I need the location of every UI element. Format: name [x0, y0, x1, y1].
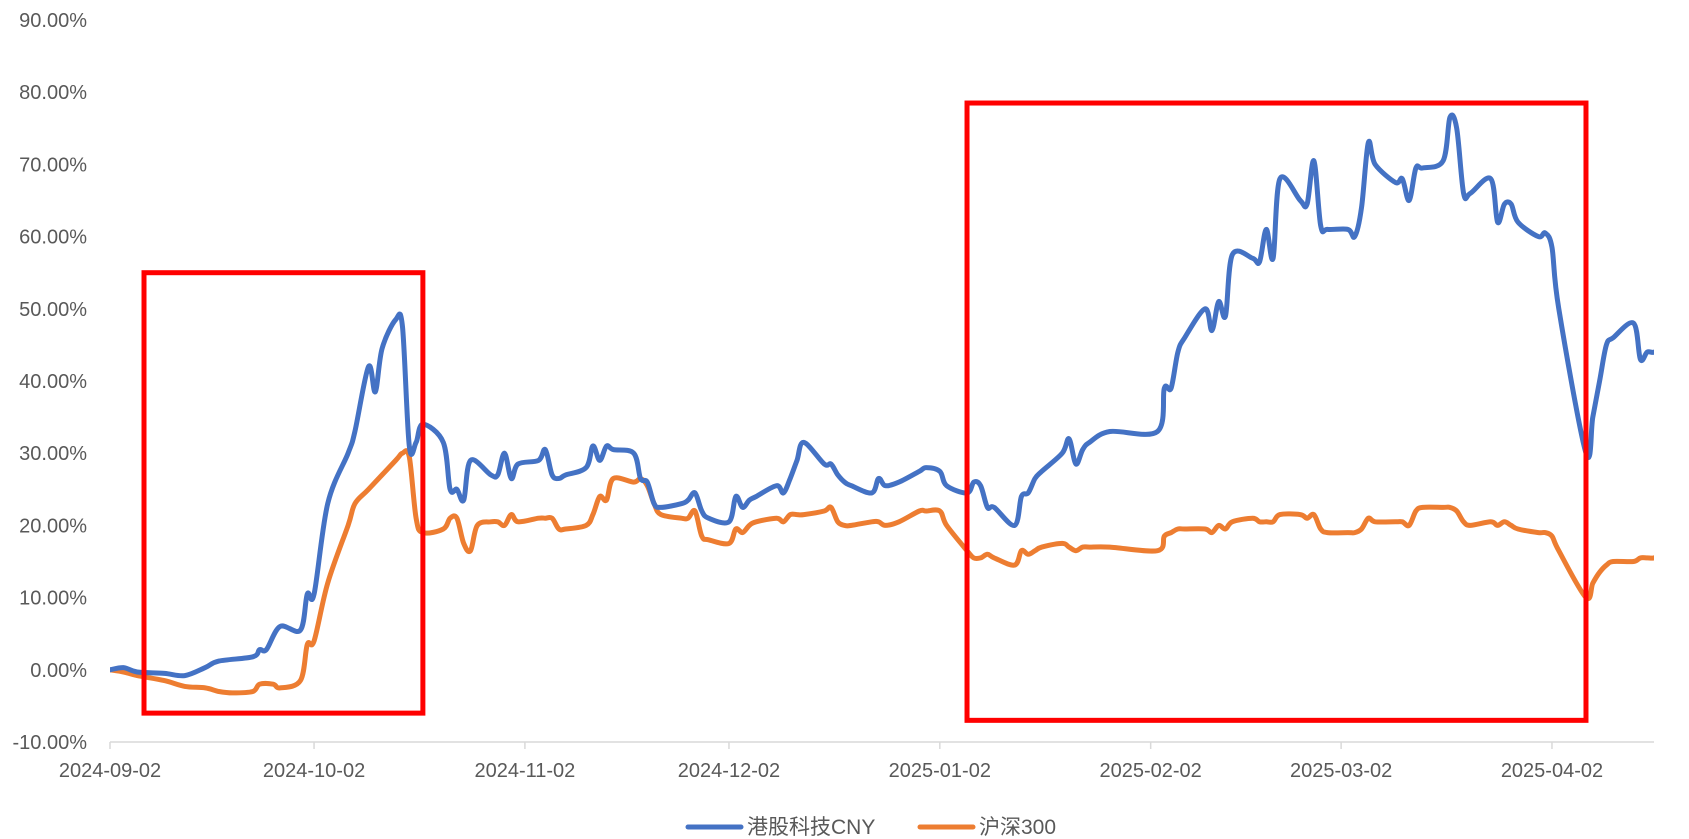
annotation-layer: [141, 100, 1589, 723]
y-tick-label: 0.00%: [30, 660, 87, 682]
legend-label: 沪深300: [979, 816, 1056, 839]
legend-label: 港股科技CNY: [747, 816, 875, 839]
y-tick-label: 40.00%: [19, 371, 87, 393]
legend-item: 港股科技CNY: [685, 816, 875, 839]
y-tick-label: 60.00%: [19, 227, 87, 249]
y-axis: 90.00% 80.00% 70.00% 60.00% 50.00% 40.00% 30.0…: [13, 10, 88, 754]
y-tick-label: 10.00%: [19, 588, 87, 610]
x-tick-label: 2025-02-02: [1100, 760, 1202, 782]
legend: 港股科技CNY 沪深300: [685, 816, 1056, 839]
x-tick-label: 2024-11-02: [474, 760, 575, 782]
y-tick-label: 20.00%: [19, 515, 87, 537]
x-tick-label: 2025-01-02: [889, 760, 991, 782]
y-tick-label: -10.00%: [13, 732, 88, 754]
series-line-0: [110, 112, 1654, 679]
series-layer: [110, 112, 1654, 696]
legend-item: 沪深300: [917, 816, 1056, 839]
x-tick-label: 2024-09-02: [59, 760, 161, 782]
y-tick-label: 70.00%: [19, 154, 87, 176]
series-line-1: [110, 448, 1654, 696]
x-tick-label: 2025-04-02: [1501, 760, 1603, 782]
x-tick-label: 2024-12-02: [678, 760, 780, 782]
highlight-box-0: [141, 270, 426, 716]
y-tick-label: 80.00%: [19, 82, 87, 104]
x-tick-label: 2024-10-02: [263, 760, 365, 782]
x-axis: 2024-09-02 2024-10-02 2024-11-02 2024-12-02…: [59, 741, 1654, 782]
y-tick-label: 90.00%: [19, 10, 87, 32]
y-tick-label: 50.00%: [19, 299, 87, 321]
y-tick-label: 30.00%: [19, 443, 87, 465]
x-tick-label: 2025-03-02: [1290, 760, 1392, 782]
highlight-box-1: [964, 100, 1589, 723]
